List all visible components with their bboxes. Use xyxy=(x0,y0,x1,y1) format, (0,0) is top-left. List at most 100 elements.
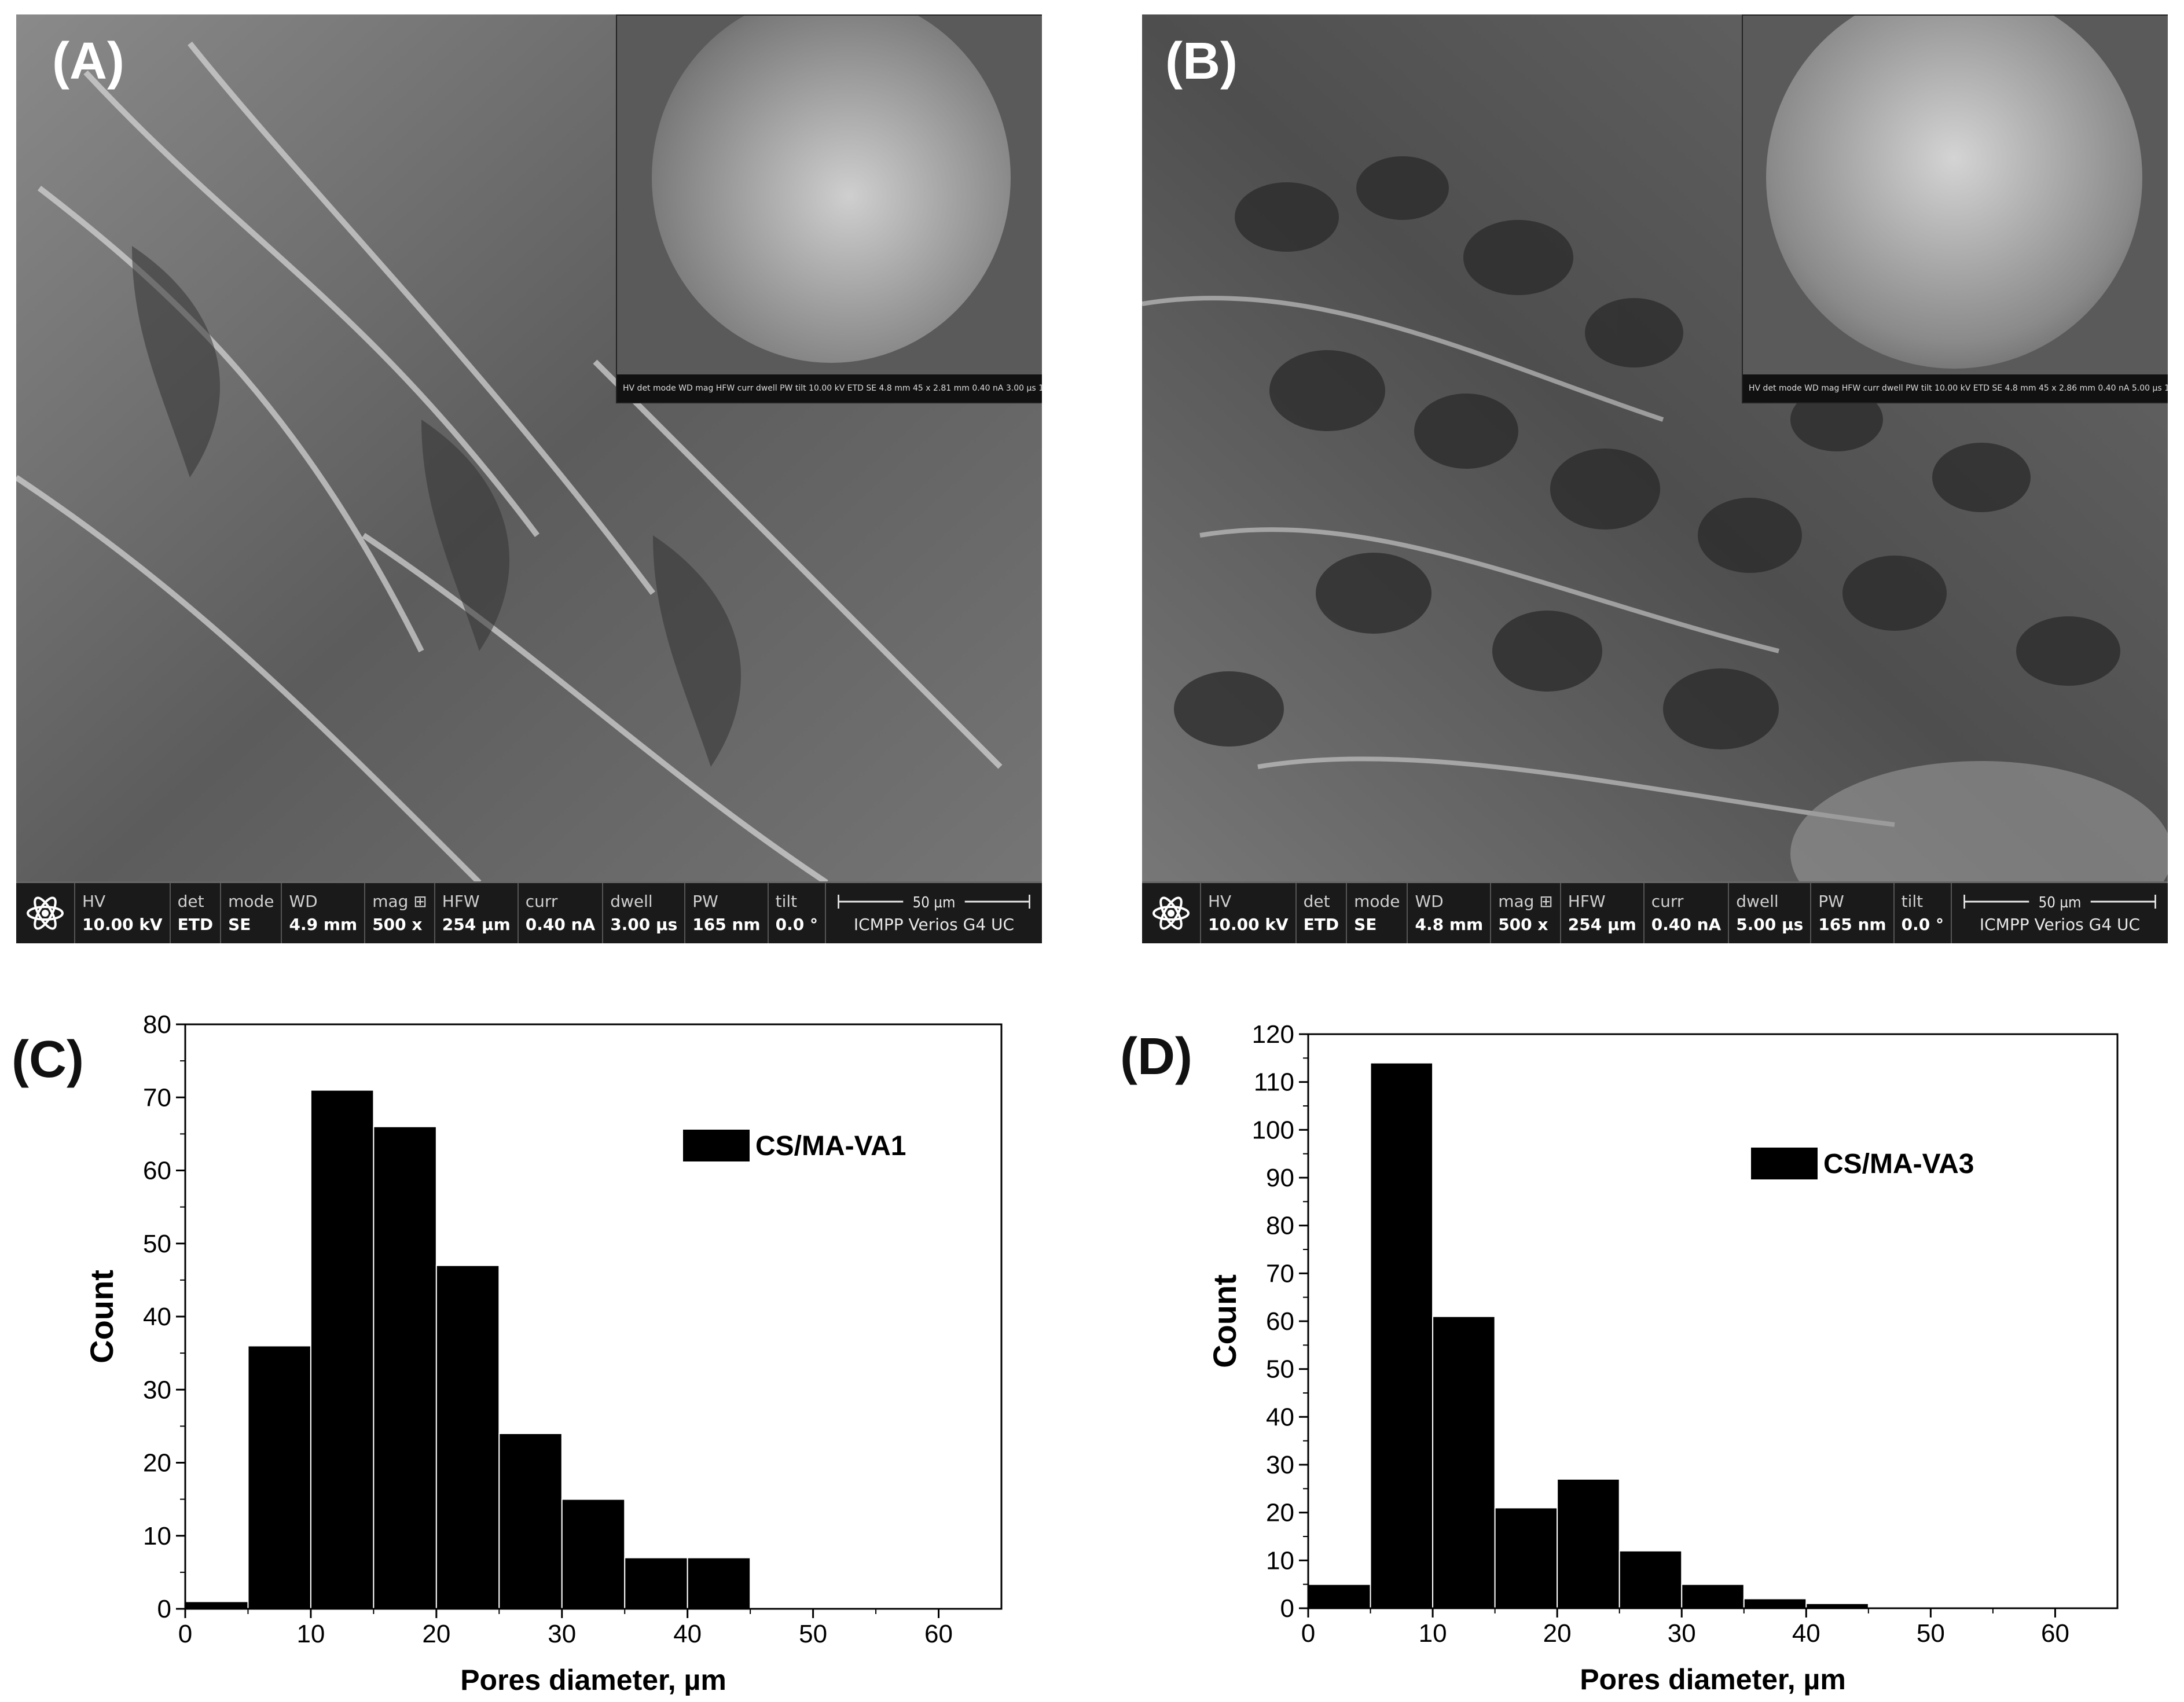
y-tick-label: 120 xyxy=(1252,1020,1294,1049)
info-column: HFW 254 µm xyxy=(434,883,517,943)
info-column-header: HFW xyxy=(1568,892,1606,911)
info-column: mag ⊞ 500 x xyxy=(364,883,434,943)
info-column-value: SE xyxy=(228,915,251,934)
info-column-header: dwell xyxy=(1736,892,1779,911)
histogram-bar xyxy=(247,1345,311,1609)
info-column-value: 165 nm xyxy=(1818,915,1886,934)
info-column: tilt 0.0 ° xyxy=(1893,883,1951,943)
legend-label: CS/MA-VA3 xyxy=(1823,1149,1974,1179)
y-tick-label: 40 xyxy=(143,1303,171,1331)
x-tick-label: 50 xyxy=(799,1620,827,1648)
histogram-bar xyxy=(1308,1583,1371,1609)
info-column-header: WD xyxy=(289,892,318,911)
info-column-value: 5.00 µs xyxy=(1736,915,1804,934)
info-columns-a: HV 10.00 kV det ETD mode SE WD 4.9 mm mag ⊞ 500 x… xyxy=(74,883,825,943)
info-column-header: det xyxy=(1303,892,1330,911)
info-column-value: ETD xyxy=(1303,915,1339,934)
x-tick-label: 20 xyxy=(422,1620,450,1648)
x-tick-label: 20 xyxy=(1543,1619,1572,1648)
scale-bar-a: 50 µm ICMPP Verios G4 UC xyxy=(824,883,1042,943)
info-column-header: mag ⊞ xyxy=(372,892,427,911)
histogram-d: 0 10 20 30 40 50 60 0 10 20 30 40 50 60 70 80 90 100 110 12… xyxy=(1206,1020,2119,1696)
info-column-value: 0.40 nA xyxy=(525,915,596,934)
info-column: WD 4.9 mm xyxy=(281,883,364,943)
x-tick-label: 0 xyxy=(1301,1619,1315,1648)
y-tick-label: 60 xyxy=(143,1157,171,1185)
x-tick-label: 30 xyxy=(548,1620,576,1648)
info-column: det ETD xyxy=(169,883,220,943)
legend-swatch xyxy=(1751,1148,1818,1179)
histogram-bar xyxy=(185,1601,249,1609)
scale-label-a: 50 µm xyxy=(913,894,956,911)
info-column-header: HV xyxy=(82,892,106,911)
histogram-bar xyxy=(687,1557,751,1609)
x-tick-label: 0 xyxy=(178,1620,192,1648)
info-column-value: 0.0 ° xyxy=(1901,915,1944,934)
info-column: HV 10.00 kV xyxy=(1200,883,1295,943)
info-column-header: PW xyxy=(692,892,718,911)
y-tick-label: 90 xyxy=(1266,1164,1294,1192)
y-tick-label: 10 xyxy=(143,1522,171,1550)
scale-label-b: 50 µm xyxy=(2039,894,2082,911)
info-column: mode SE xyxy=(1346,883,1407,943)
y-tick-label: 70 xyxy=(143,1083,171,1112)
info-column: PW 165 nm xyxy=(684,883,767,943)
inset-specimen-disc-b xyxy=(1766,16,2142,369)
y-tick-label: 110 xyxy=(1254,1068,1294,1097)
y-tick-label: 0 xyxy=(1280,1594,1294,1623)
info-column-value: 4.9 mm xyxy=(289,915,358,934)
legend-label: CS/MA-VA1 xyxy=(755,1131,906,1161)
info-column-value: 4.8 mm xyxy=(1415,915,1484,934)
histogram-bar xyxy=(1557,1478,1620,1609)
info-column-header: mode xyxy=(228,892,274,911)
x-axis-label: Pores diameter, µm xyxy=(460,1664,726,1696)
x-tick-label: 60 xyxy=(2041,1619,2069,1648)
histogram-bar xyxy=(1743,1598,1807,1609)
x-axis-label: Pores diameter, µm xyxy=(1580,1663,1846,1696)
info-column: mode SE xyxy=(220,883,281,943)
info-column: PW 165 nm xyxy=(1810,883,1893,943)
info-column: HFW 254 µm xyxy=(1559,883,1643,943)
histogram-bar xyxy=(310,1089,375,1609)
x-tick-label: 10 xyxy=(1419,1619,1447,1648)
sem-inset-b: HV det mode WD mag HFW curr dwell PW til… xyxy=(1742,14,2168,403)
info-column: dwell 3.00 µs xyxy=(602,883,684,943)
info-column-value: 10.00 kV xyxy=(1208,915,1289,934)
histogram-bar xyxy=(1432,1315,1496,1609)
sem-info-bar-a: HV 10.00 kV det ETD mode SE WD 4.9 mm mag ⊞ 500 x… xyxy=(16,881,1042,943)
y-tick-label: 80 xyxy=(143,1010,171,1039)
x-tick-label: 10 xyxy=(296,1620,325,1648)
histogram-bar xyxy=(498,1433,563,1609)
y-axis-label: Count xyxy=(83,1270,120,1363)
y-tick-label: 30 xyxy=(1266,1451,1294,1479)
histogram-bar xyxy=(561,1498,626,1609)
info-column-value: 500 x xyxy=(1498,915,1548,934)
inset-specimen-disc-a xyxy=(652,16,1011,363)
scale-bar-b: 50 µm ICMPP Verios G4 UC xyxy=(1950,883,2168,943)
histogram-c: 0 10 20 30 40 50 60 0 10 20 30 40 50 60 70 80 Pores diam… xyxy=(83,1010,1003,1696)
panel-label-d: (D) xyxy=(1120,1028,1192,1086)
info-column: HV 10.00 kV xyxy=(74,883,170,943)
info-column-value: 3.00 µs xyxy=(610,915,678,934)
info-column-header: tilt xyxy=(775,892,798,911)
x-tick-label: 60 xyxy=(924,1620,953,1648)
histogram-bar xyxy=(624,1557,688,1609)
info-column-value: 500 x xyxy=(372,915,423,934)
info-column-header: HFW xyxy=(442,892,480,911)
histogram-bar xyxy=(1370,1062,1434,1609)
y-tick-label: 30 xyxy=(143,1376,171,1404)
info-column-header: mag ⊞ xyxy=(1498,892,1553,911)
panel-label-a: (A) xyxy=(52,32,124,90)
histogram-bar xyxy=(435,1264,500,1609)
info-column-header: dwell xyxy=(610,892,653,911)
atom-icon xyxy=(16,883,74,943)
info-column: curr 0.40 nA xyxy=(517,883,602,943)
instrument-label-a: ICMPP Verios G4 UC xyxy=(853,915,1015,934)
legend-swatch xyxy=(683,1130,750,1161)
sem-image-a: HV det mode WD mag HFW curr dwell PW til… xyxy=(16,14,1042,943)
histogram-bar xyxy=(1618,1550,1683,1609)
info-column-value: SE xyxy=(1354,915,1377,934)
info-column: dwell 5.00 µs xyxy=(1728,883,1810,943)
info-column-value: ETD xyxy=(177,915,214,934)
y-tick-label: 50 xyxy=(143,1230,171,1258)
